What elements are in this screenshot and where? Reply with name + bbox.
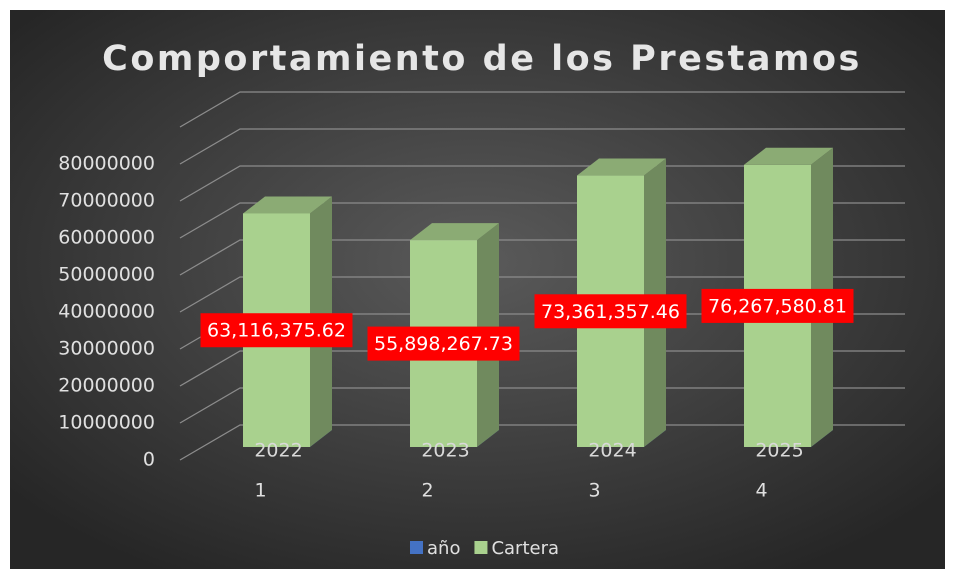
bar-top bbox=[577, 158, 666, 176]
y-tick-label: 80000000 bbox=[58, 153, 155, 175]
bar-side bbox=[477, 429, 499, 447]
data-label: 2023 bbox=[421, 440, 469, 462]
x-tick-label: 3 bbox=[588, 480, 600, 502]
grid-line bbox=[179, 424, 905, 461]
data-label-box bbox=[701, 288, 854, 323]
bar-side bbox=[644, 429, 666, 447]
bar-side bbox=[310, 429, 332, 447]
grid-line bbox=[179, 350, 905, 387]
data-label: 2024 bbox=[588, 440, 636, 462]
y-tick-label: 10000000 bbox=[58, 412, 155, 434]
x-tick-label: 4 bbox=[755, 480, 767, 502]
y-tick-label: 20000000 bbox=[58, 375, 155, 397]
y-tick-label: 50000000 bbox=[58, 264, 155, 286]
legend-label: Cartera bbox=[491, 538, 559, 559]
grid-line bbox=[179, 276, 905, 313]
y-tick-label: 0 bbox=[143, 449, 155, 471]
legend-swatch bbox=[410, 541, 423, 554]
y-tick-label: 70000000 bbox=[58, 190, 155, 212]
bar-top bbox=[410, 223, 499, 241]
data-label-box bbox=[367, 326, 520, 361]
chart-title: Comportamiento de los Prestamos bbox=[102, 39, 862, 79]
wall-edge bbox=[179, 91, 905, 128]
data-label-box bbox=[200, 313, 353, 348]
grid-line bbox=[179, 387, 905, 424]
y-tick-label: 40000000 bbox=[58, 301, 155, 323]
data-label: 63,116,375.62 bbox=[207, 320, 346, 342]
data-label: 55,898,267.73 bbox=[374, 333, 513, 355]
x-tick-label: 1 bbox=[254, 480, 266, 502]
bar-side bbox=[811, 429, 833, 447]
grid-line bbox=[179, 165, 905, 202]
legend-label: año bbox=[427, 538, 460, 559]
bar-top bbox=[243, 196, 332, 214]
data-label: 2022 bbox=[254, 440, 302, 462]
y-tick-label: 30000000 bbox=[58, 338, 155, 360]
grid-line bbox=[179, 202, 905, 239]
x-tick-label: 2 bbox=[421, 480, 433, 502]
legend-swatch bbox=[474, 541, 488, 554]
grid-line bbox=[179, 239, 905, 276]
grid-line bbox=[179, 128, 905, 165]
bar-top bbox=[744, 147, 833, 165]
data-label-box bbox=[534, 294, 687, 329]
data-label: 76,267,580.81 bbox=[708, 295, 847, 317]
y-tick-label: 60000000 bbox=[58, 227, 155, 249]
data-label: 73,361,357.46 bbox=[541, 301, 680, 323]
data-label: 2025 bbox=[755, 440, 803, 462]
